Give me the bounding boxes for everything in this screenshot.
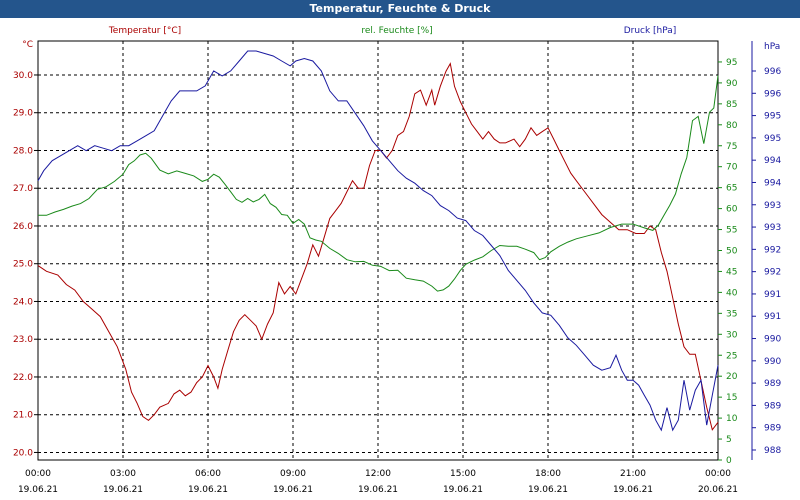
pressure-tick-label: 991 [764,290,781,300]
x-tick-date-label: 19.06.21 [103,485,143,495]
pressure-tick-label: 990 [764,357,781,367]
pressure-tick-label: 988 [764,446,781,456]
temperature-tick-label: 26.0 [13,222,33,232]
pressure-tick-label: 991 [764,312,781,322]
pressure-tick-label: 994 [764,178,781,188]
humidity-tick-label: 30 [726,330,738,340]
pressure-series-line [37,50,719,432]
humidity-tick-label: 60 [726,205,738,215]
x-tick-time-label: 09:00 [280,469,306,479]
x-tick-date-label: 19.06.21 [358,485,398,495]
pressure-tick-label: 995 [764,112,781,122]
temperature-tick-label: 23.0 [13,335,33,345]
axes: Temperatur [°C] rel. Feuchte [%] Druck [… [13,26,781,495]
humidity-tick-label: 85 [726,100,737,110]
pressure-axis-label: Druck [hPa] [624,26,677,36]
x-tick-date-label: 19.06.21 [528,485,568,495]
x-tick-time-label: 00:00 [25,469,51,479]
grid [38,41,718,460]
x-tick-date-label: 19.06.21 [18,485,58,495]
x-tick-time-label: 18:00 [535,469,561,479]
humidity-tick-label: 5 [726,435,732,445]
x-tick-time-label: 03:00 [110,469,136,479]
humidity-tick-label: 50 [726,247,738,257]
pressure-tick-label: 990 [764,335,781,345]
pressure-unit-label: hPa [764,42,780,52]
temperature-tick-label: 27.0 [13,184,33,194]
x-tick-time-label: 06:00 [195,469,221,479]
humidity-series-line [38,75,719,292]
humidity-tick-label: 75 [726,142,737,152]
humidity-tick-label: 15 [726,393,737,403]
temperature-tick-label: 24.0 [13,297,33,307]
humidity-tick-label: 45 [726,267,737,277]
pressure-tick-label: 989 [764,424,781,434]
x-tick-time-label: 21:00 [620,469,646,479]
humidity-tick-label: 40 [726,288,738,298]
x-tick-date-label: 19.06.21 [613,485,653,495]
series-group [37,50,719,432]
pressure-tick-label: 992 [764,245,781,255]
temperature-tick-label: 20.0 [13,448,33,458]
humidity-tick-label: 95 [726,58,737,68]
humidity-tick-label: 90 [726,79,738,89]
x-tick-time-label: 00:00 [705,469,731,479]
x-tick-date-label: 19.06.21 [273,485,313,495]
humidity-tick-label: 70 [726,163,738,173]
temperature-unit-label: °C [22,40,33,50]
pressure-tick-label: 996 [764,67,781,77]
temperature-tick-label: 22.0 [13,373,33,383]
x-tick-date-label: 20.06.21 [698,485,738,495]
humidity-tick-label: 20 [726,372,738,382]
x-tick-time-label: 15:00 [450,469,476,479]
pressure-tick-label: 995 [764,134,781,144]
humidity-tick-label: 10 [726,414,738,424]
humidity-tick-label: 80 [726,121,738,131]
humidity-tick-label: 0 [726,456,732,466]
humidity-tick-label: 35 [726,309,737,319]
temperature-tick-label: 21.0 [13,411,33,421]
pressure-tick-label: 992 [764,268,781,278]
temperature-tick-label: 30.0 [13,71,33,81]
humidity-tick-label: 55 [726,226,737,236]
temperature-tick-label: 29.0 [13,109,33,119]
pressure-tick-label: 996 [764,89,781,99]
pressure-tick-label: 994 [764,156,781,166]
pressure-tick-label: 993 [764,223,781,233]
x-tick-time-label: 12:00 [365,469,391,479]
x-tick-date-label: 19.06.21 [188,485,228,495]
chart-title: Temperatur, Feuchte & Druck [0,0,800,18]
x-tick-date-label: 19.06.21 [443,485,483,495]
humidity-tick-label: 65 [726,184,737,194]
humidity-tick-label: 25 [726,351,737,361]
pressure-tick-label: 993 [764,201,781,211]
pressure-tick-label: 989 [764,401,781,411]
temperature-tick-label: 28.0 [13,146,33,156]
temperature-axis-label: Temperatur [°C] [108,26,181,36]
humidity-axis-label: rel. Feuchte [%] [361,26,432,36]
pressure-tick-label: 989 [764,379,781,389]
temperature-tick-label: 25.0 [13,260,33,270]
